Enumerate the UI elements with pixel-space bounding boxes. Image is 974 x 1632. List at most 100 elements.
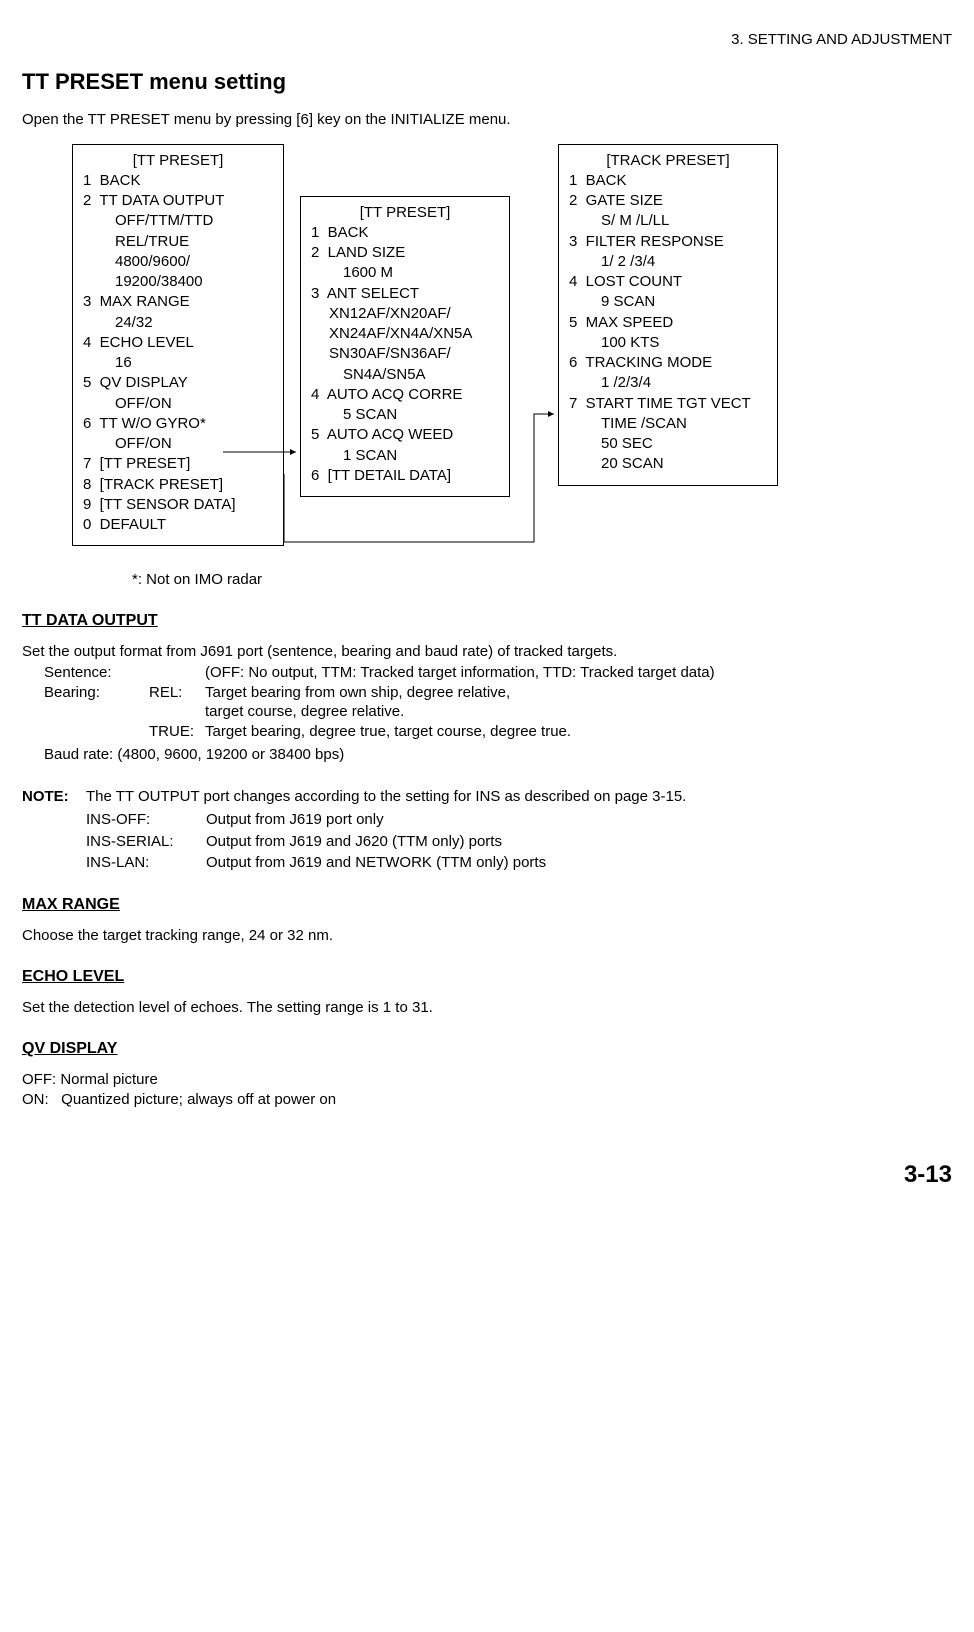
menu-line: 4 AUTO ACQ CORRE <box>311 385 499 405</box>
menu-box-title: [TRACK PRESET] <box>569 151 767 171</box>
qv-line: OFF: Normal picture <box>22 1070 952 1090</box>
menu-line: 4 ECHO LEVEL <box>83 333 273 353</box>
menu-line: 1 /2/3/4 <box>569 373 767 393</box>
definition-label: Bearing: <box>44 683 149 703</box>
definition-sublabel <box>149 663 205 683</box>
menu-line: 0 DEFAULT <box>83 515 273 535</box>
menu-line: 2 TT DATA OUTPUT <box>83 191 273 211</box>
definition-row: TRUE:Target bearing, degree true, target… <box>44 722 952 742</box>
max-range-text: Choose the target tracking range, 24 or … <box>22 926 952 946</box>
menu-line: 9 [TT SENSOR DATA] <box>83 495 273 515</box>
intro-text: Open the TT PRESET menu by pressing [6] … <box>22 110 952 130</box>
ins-label: INS-LAN: <box>86 853 206 873</box>
definition-label <box>44 722 149 742</box>
menu-line: 5 QV DISPLAY <box>83 373 273 393</box>
menu-line: 4800/9600/ <box>83 252 273 272</box>
heading-echo-level: ECHO LEVEL <box>22 967 952 988</box>
menu-line: 6 TT W/O GYRO* <box>83 414 273 434</box>
menu-line: TIME /SCAN <box>569 414 767 434</box>
menu-line: XN12AF/XN20AF/ <box>311 304 499 324</box>
menu-line: S/ M /L/LL <box>569 211 767 231</box>
definition-sublabel <box>149 702 205 722</box>
menu-line: SN30AF/SN36AF/ <box>311 344 499 364</box>
menu-line: 3 ANT SELECT <box>311 284 499 304</box>
ins-text: Output from J619 port only <box>206 810 384 830</box>
menu-line: 16 <box>83 353 273 373</box>
ins-row: INS-OFF:Output from J619 port only <box>86 810 952 830</box>
menu-line: SN4A/SN5A <box>311 365 499 385</box>
menu-line: OFF/TTM/TTD <box>83 211 273 231</box>
menu-line: 1 BACK <box>311 223 499 243</box>
ins-label: INS-OFF: <box>86 810 206 830</box>
menu-line: 1600 M <box>311 263 499 283</box>
definition-row: Bearing:REL:Target bearing from own ship… <box>44 683 952 703</box>
definition-row: target course, degree relative. <box>44 702 952 722</box>
ins-text: Output from J619 and J620 (TTM only) por… <box>206 832 502 852</box>
menu-line: 3 MAX RANGE <box>83 292 273 312</box>
ins-text: Output from J619 and NETWORK (TTM only) … <box>206 853 546 873</box>
page-title: TT PRESET menu setting <box>22 68 952 97</box>
menu-line: XN24AF/XN4A/XN5A <box>311 324 499 344</box>
menu-line: 1/ 2 /3/4 <box>569 252 767 272</box>
ins-row: INS-LAN:Output from J619 and NETWORK (TT… <box>86 853 952 873</box>
baud-rate-text: Baud rate: (4800, 9600, 19200 or 38400 b… <box>44 745 952 765</box>
definition-text: Target bearing from own ship, degree rel… <box>205 683 952 703</box>
tt-data-output-intro: Set the output format from J691 port (se… <box>22 642 952 662</box>
chapter-header: 3. SETTING AND ADJUSTMENT <box>22 30 952 50</box>
menu-line: 1 SCAN <box>311 446 499 466</box>
menu-line: 9 SCAN <box>569 292 767 312</box>
ins-label: INS-SERIAL: <box>86 832 206 852</box>
menu-line: 5 SCAN <box>311 405 499 425</box>
definition-label <box>44 702 149 722</box>
menu-line: 6 TRACKING MODE <box>569 353 767 373</box>
menu-line: 1 BACK <box>83 171 273 191</box>
menu-line: 20 SCAN <box>569 454 767 474</box>
menu-line: OFF/ON <box>83 434 273 454</box>
menu-box-left: [TT PRESET]1 BACK2 TT DATA OUTPUTOFF/TTM… <box>72 144 284 547</box>
menu-line: 4 LOST COUNT <box>569 272 767 292</box>
note-block: NOTE: The TT OUTPUT port changes accordi… <box>22 787 952 873</box>
menu-line: 5 MAX SPEED <box>569 313 767 333</box>
menu-box-title: [TT PRESET] <box>311 203 499 223</box>
menu-line: 50 SEC <box>569 434 767 454</box>
definition-text: (OFF: No output, TTM: Tracked target inf… <box>205 663 952 683</box>
menu-line: 8 [TRACK PRESET] <box>83 475 273 495</box>
menu-box-mid: [TT PRESET]1 BACK2 LAND SIZE1600 M3 ANT … <box>300 196 510 498</box>
definition-sublabel: REL: <box>149 683 205 703</box>
page-number: 3-13 <box>22 1159 952 1190</box>
note-label: NOTE: <box>22 787 86 873</box>
heading-qv-display: QV DISPLAY <box>22 1039 952 1060</box>
heading-tt-data-output: TT DATA OUTPUT <box>22 611 952 632</box>
heading-max-range: MAX RANGE <box>22 895 952 916</box>
menu-line: 3 FILTER RESPONSE <box>569 232 767 252</box>
menu-line: 19200/38400 <box>83 272 273 292</box>
menu-line: 6 [TT DETAIL DATA] <box>311 466 499 486</box>
section-max-range: MAX RANGE Choose the target tracking ran… <box>22 895 952 945</box>
menu-box-title: [TT PRESET] <box>83 151 273 171</box>
definition-text: target course, degree relative. <box>205 702 952 722</box>
menu-line: 24/32 <box>83 313 273 333</box>
menu-line: 2 GATE SIZE <box>569 191 767 211</box>
menu-box-right: [TRACK PRESET]1 BACK2 GATE SIZES/ M /L/L… <box>558 144 778 486</box>
menu-line: 7 START TIME TGT VECT <box>569 394 767 414</box>
diagram-footnote: *: Not on IMO radar <box>132 570 952 590</box>
note-intro: The TT OUTPUT port changes according to … <box>86 787 952 807</box>
definition-row: Sentence: (OFF: No output, TTM: Tracked t… <box>44 663 952 683</box>
section-tt-data-output: TT DATA OUTPUT Set the output format fro… <box>22 611 952 765</box>
menu-line: OFF/ON <box>83 394 273 414</box>
section-echo-level: ECHO LEVEL Set the detection level of ec… <box>22 967 952 1017</box>
menu-line: 7 [TT PRESET] <box>83 454 273 474</box>
ins-row: INS-SERIAL:Output from J619 and J620 (TT… <box>86 832 952 852</box>
menu-line: 5 AUTO ACQ WEED <box>311 425 499 445</box>
menu-line: 100 KTS <box>569 333 767 353</box>
menu-line: REL/TRUE <box>83 232 273 252</box>
definition-text: Target bearing, degree true, target cour… <box>205 722 952 742</box>
qv-line: ON: Quantized picture; always off at pow… <box>22 1090 952 1110</box>
echo-level-text: Set the detection level of echoes. The s… <box>22 998 952 1018</box>
definition-sublabel: TRUE: <box>149 722 205 742</box>
menu-line: 1 BACK <box>569 171 767 191</box>
definition-label: Sentence: <box>44 663 149 683</box>
menu-diagram: [TT PRESET]1 BACK2 TT DATA OUTPUTOFF/TTM… <box>62 144 952 564</box>
section-qv-display: QV DISPLAY OFF: Normal pictureON: Quanti… <box>22 1039 952 1109</box>
menu-line: 2 LAND SIZE <box>311 243 499 263</box>
